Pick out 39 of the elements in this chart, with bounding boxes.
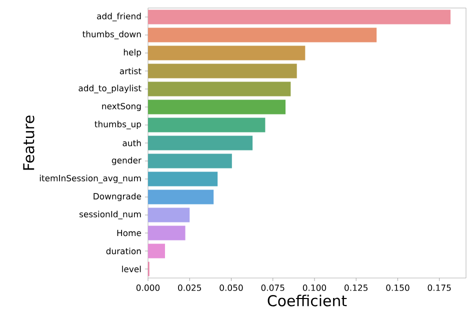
- x-tick-label: 0.100: [302, 284, 326, 291]
- y-tick-label: auth: [122, 140, 141, 146]
- bar: [148, 46, 306, 60]
- bar: [148, 154, 232, 168]
- bar: [148, 244, 165, 258]
- bar: [148, 172, 218, 186]
- bar: [148, 28, 377, 42]
- y-tick-label: help: [124, 48, 142, 58]
- y-tick-label: artist: [120, 68, 142, 74]
- bar: [148, 82, 291, 96]
- y-axis-title: Feature: [23, 116, 34, 170]
- y-tick-label: add_to_playlist: [78, 84, 142, 94]
- y-tick-label: sessionId_num: [80, 210, 141, 220]
- x-tick-label: 0.000: [136, 284, 160, 291]
- y-tick-label: thumbs_down: [82, 30, 141, 40]
- bar: [148, 64, 297, 78]
- y-tick-label: gender: [112, 156, 142, 166]
- bar: [148, 118, 266, 132]
- x-tick-label: 0.150: [386, 284, 410, 291]
- bar: [148, 100, 286, 114]
- x-tick-label: 0.125: [344, 284, 368, 291]
- x-tick-label: 0.025: [178, 284, 201, 291]
- y-tick-label: Home: [117, 230, 142, 236]
- bar: [148, 208, 190, 222]
- y-tick-label: thumbs_up: [94, 120, 142, 130]
- y-tick-label: duration: [106, 248, 141, 254]
- y-tick-label: itemInSession_avg_num: [40, 174, 141, 184]
- x-axis-title: Coefficient: [268, 294, 347, 306]
- y-tick-label: add_friend: [97, 12, 141, 22]
- bar: [148, 10, 451, 24]
- bar: [148, 190, 214, 204]
- x-tick-label: 0.175: [428, 284, 451, 291]
- x-tick-label: 0.050: [220, 284, 243, 291]
- y-tick-label: level: [122, 266, 141, 272]
- x-tick-label: 0.075: [261, 284, 284, 291]
- y-tick-label: nextSong: [102, 102, 141, 112]
- bar: [148, 226, 186, 240]
- y-tick-label: Downgrade: [94, 192, 142, 202]
- bar: [148, 136, 253, 150]
